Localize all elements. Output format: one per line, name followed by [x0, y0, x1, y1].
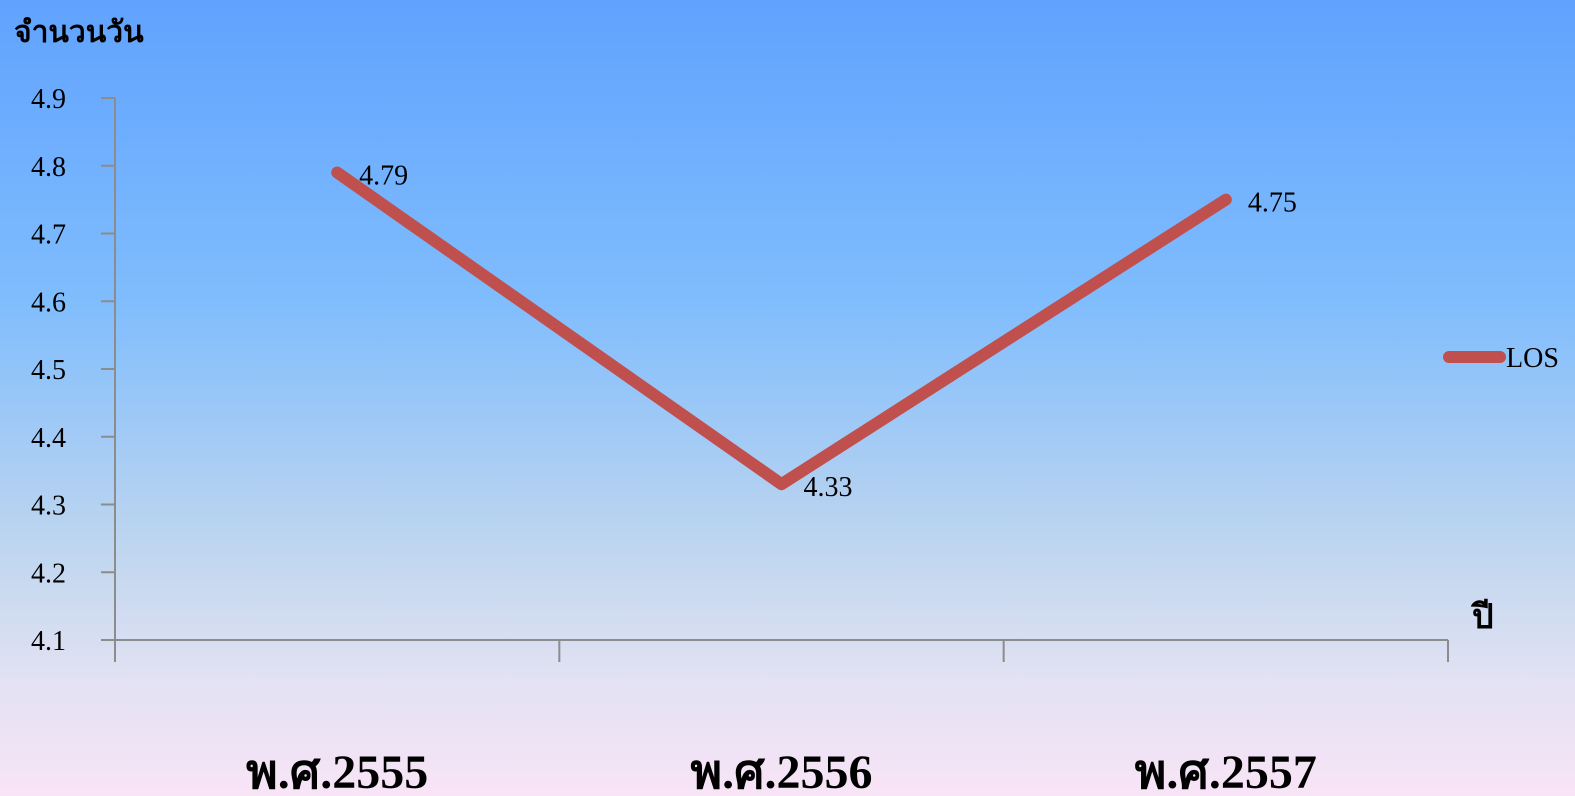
legend-label: LOS [1506, 343, 1559, 374]
data-point [336, 171, 339, 174]
y-axis-ticks: 4.1 4.2 4.3 4.4 4.5 4.6 4.7 4.8 4.9 [31, 84, 115, 657]
legend: LOS [1443, 343, 1559, 374]
x-category-label: พ.ศ.2556 [690, 746, 872, 796]
y-tick-label: 4.1 [31, 626, 66, 657]
axes [114, 98, 1448, 662]
data-labels: 4.79 4.33 4.75 [359, 161, 1297, 504]
y-tick-label: 4.9 [31, 84, 66, 115]
data-point [780, 483, 783, 486]
y-tick-label: 4.4 [31, 423, 66, 454]
y-tick-label: 4.2 [31, 558, 66, 589]
series-line-los [331, 166, 1232, 491]
data-label: 4.75 [1248, 188, 1297, 219]
y-tick-label: 4.8 [31, 152, 66, 183]
x-category-label: พ.ศ.2555 [246, 746, 428, 796]
y-axis-title: จำนวนวัน [14, 15, 144, 50]
x-axis-ticks [114, 640, 1449, 662]
y-tick-label: 4.7 [31, 220, 66, 251]
y-tick-label: 4.5 [31, 355, 66, 386]
y-tick-label: 4.6 [31, 287, 66, 318]
data-label: 4.79 [359, 161, 408, 192]
data-point [1224, 198, 1227, 201]
series-group [331, 166, 1232, 491]
category-labels: พ.ศ.2555 พ.ศ.2556 พ.ศ.2557 [246, 746, 1317, 796]
x-axis-title: ปี [1470, 597, 1493, 637]
data-label: 4.33 [804, 472, 853, 503]
x-category-label: พ.ศ.2557 [1135, 746, 1317, 796]
y-tick-label: 4.3 [31, 491, 66, 522]
